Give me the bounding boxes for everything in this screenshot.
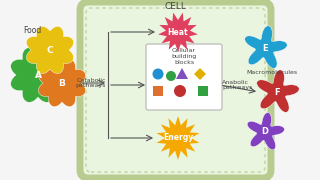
FancyBboxPatch shape <box>80 2 271 178</box>
Text: Heat: Heat <box>168 28 188 37</box>
Circle shape <box>174 85 186 97</box>
Polygon shape <box>38 59 85 107</box>
Text: E: E <box>262 44 268 53</box>
Circle shape <box>166 71 176 81</box>
Text: A: A <box>35 71 42 80</box>
Polygon shape <box>257 70 299 112</box>
Text: C: C <box>47 46 53 55</box>
Text: F: F <box>274 87 280 96</box>
Text: Anabolic
pathways: Anabolic pathways <box>222 80 252 90</box>
FancyBboxPatch shape <box>146 44 222 110</box>
Bar <box>153 86 163 96</box>
Text: Cellular
building
blocks: Cellular building blocks <box>172 48 196 65</box>
Text: CELL: CELL <box>164 2 187 11</box>
Polygon shape <box>158 13 198 52</box>
Polygon shape <box>194 68 206 80</box>
Text: Catabolic
pathways: Catabolic pathways <box>76 78 106 88</box>
Bar <box>198 86 208 96</box>
Text: Food: Food <box>23 26 41 35</box>
Polygon shape <box>176 68 188 79</box>
Text: Energy: Energy <box>163 134 193 143</box>
Polygon shape <box>245 26 287 68</box>
Text: D: D <box>261 127 268 136</box>
Polygon shape <box>11 48 65 102</box>
Text: B: B <box>59 78 65 87</box>
Polygon shape <box>247 113 284 150</box>
Text: Macromolecules: Macromolecules <box>246 69 298 75</box>
Polygon shape <box>27 26 74 74</box>
Polygon shape <box>156 116 199 160</box>
Circle shape <box>153 69 164 80</box>
